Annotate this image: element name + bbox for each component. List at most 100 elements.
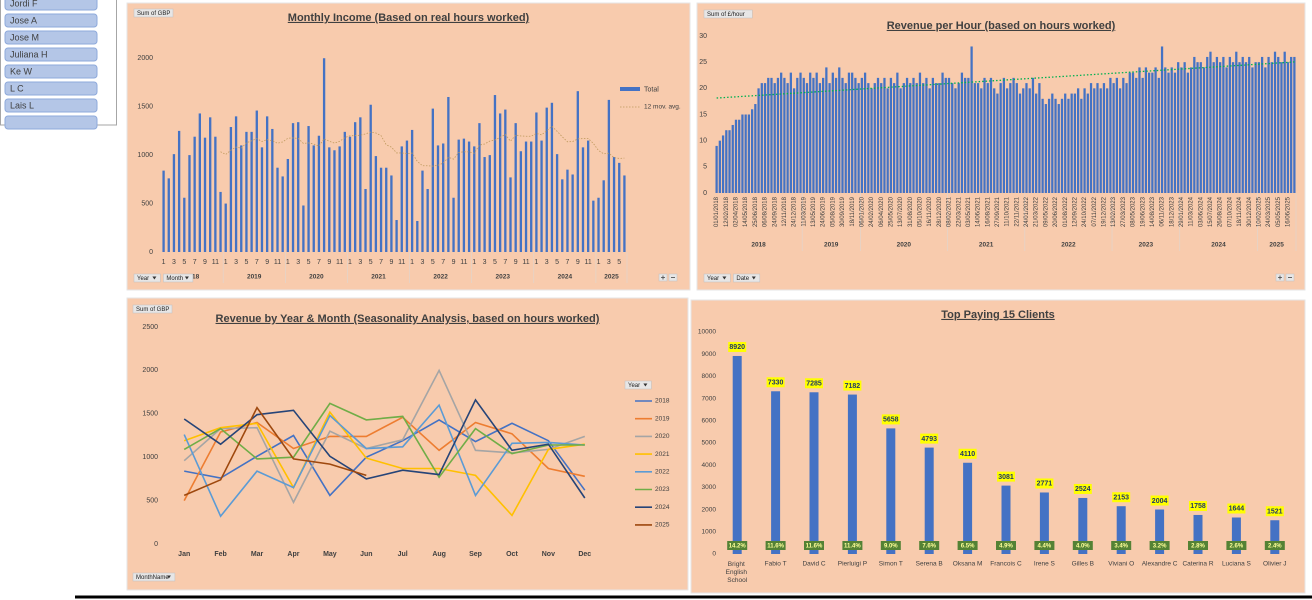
x-tick-label: Nov	[542, 551, 555, 558]
x-tick-label: 22/03/2021	[956, 196, 962, 227]
x-tick-label: 19/12/2022	[1102, 196, 1108, 227]
y-tick-label: 3000	[702, 484, 717, 491]
plus-icon[interactable]	[661, 275, 665, 280]
y-tick-label: 20	[699, 85, 707, 92]
slicer-item-label[interactable]: Jose A	[10, 15, 37, 25]
x-tick-label: 02/04/2018	[734, 196, 740, 227]
field-button[interactable]	[133, 8, 174, 18]
bar	[348, 136, 352, 252]
x-tick-label: 1	[224, 259, 228, 266]
field-button[interactable]	[133, 273, 161, 283]
bar	[271, 128, 274, 252]
field-button[interactable]	[132, 304, 173, 314]
bar	[1035, 93, 1038, 193]
x-tick-label: 7	[379, 259, 383, 266]
x-tick-label: 09/05/2022	[1043, 196, 1049, 227]
field-button-label[interactable]: Date	[736, 276, 749, 282]
x-tick-label: 22/11/2021	[1014, 196, 1020, 226]
dropdown-arrow[interactable]	[166, 575, 171, 579]
field-button[interactable]	[132, 572, 176, 582]
field-button[interactable]	[163, 273, 194, 283]
x-tick-label: 7	[317, 259, 321, 266]
bar	[390, 175, 393, 252]
field-button[interactable]	[703, 273, 731, 283]
slicer-item[interactable]	[4, 30, 98, 45]
bar	[188, 155, 191, 252]
bar	[504, 109, 507, 252]
field-button-label[interactable]: Year	[628, 383, 640, 389]
group-label: 2024	[558, 274, 573, 281]
x-tick-label: 5	[555, 259, 559, 266]
share-label-box	[727, 541, 748, 550]
bar	[333, 150, 336, 252]
bar	[1128, 72, 1131, 193]
dropdown-arrow[interactable]	[152, 276, 157, 280]
data-label: 2524	[1075, 486, 1091, 493]
legend-label: 2024	[655, 504, 670, 511]
data-label: 3081	[998, 474, 1014, 481]
slicer-item[interactable]	[4, 13, 98, 28]
slicer-item[interactable]	[4, 64, 98, 79]
field-button-label[interactable]: Sum of £/hour	[707, 12, 745, 18]
field-button-label[interactable]: Sum of GBP	[137, 11, 170, 17]
field-button-label[interactable]: Year	[137, 276, 149, 282]
x-tick-label: 13/02/2023	[1111, 196, 1117, 227]
field-button-label[interactable]: Year	[707, 276, 719, 282]
slicer-item[interactable]	[4, 115, 98, 130]
bar	[385, 167, 388, 252]
bar	[844, 83, 847, 193]
x-tick-label: 3	[358, 259, 362, 266]
slicer-item[interactable]	[4, 0, 98, 11]
field-button[interactable]	[624, 380, 652, 390]
slicer-item-label[interactable]: L C	[10, 83, 24, 93]
x-tick-label: Jan	[178, 551, 190, 558]
slicer-item-label[interactable]: Jordi F	[10, 0, 38, 8]
x-tick-label: 05/10/2020	[918, 196, 924, 227]
bar	[857, 83, 860, 193]
bar	[1231, 517, 1241, 554]
slicer-item[interactable]	[4, 47, 98, 62]
slicer-item[interactable]	[4, 81, 98, 96]
slicer-item-label[interactable]: Ke W	[10, 66, 33, 76]
field-button[interactable]	[703, 9, 753, 19]
field-button[interactable]	[733, 273, 761, 283]
y-tick-label: 7000	[702, 395, 717, 402]
bar	[219, 191, 222, 252]
bar	[876, 77, 880, 193]
slicer-item-label[interactable]: Juliana H	[10, 49, 48, 59]
dropdown-arrow[interactable]	[751, 276, 756, 280]
field-button-label[interactable]: Sum of GBP	[136, 307, 169, 313]
slicer-item-label[interactable]: Jose M	[10, 32, 39, 42]
dropdown-arrow[interactable]	[184, 276, 189, 280]
data-label-box	[805, 378, 823, 389]
bar	[587, 140, 590, 252]
bar	[783, 77, 786, 193]
bar	[747, 114, 751, 193]
y-tick-label: 2500	[142, 324, 158, 331]
legend-label: 2018	[655, 398, 670, 405]
legend-label: 2025	[655, 522, 670, 529]
bar	[970, 46, 973, 193]
x-tick-label: 28/12/2020	[937, 196, 943, 227]
x-tick-label: 30/09/2019	[840, 196, 846, 227]
bar	[1189, 67, 1193, 193]
data-label: 1758	[1190, 503, 1206, 510]
bar	[524, 141, 528, 252]
share-label: 14.2%	[729, 543, 747, 549]
slicer-item-label[interactable]: Lais L	[10, 100, 34, 110]
x-tick-label: 3	[483, 259, 487, 266]
field-button-label[interactable]: Month	[166, 276, 183, 282]
bar	[1015, 83, 1018, 193]
bar	[265, 116, 269, 252]
dropdown-arrow[interactable]	[722, 276, 727, 280]
y-tick-label: 1000	[142, 454, 158, 461]
x-tick-label: 24/03/2025	[1266, 196, 1272, 227]
bar	[1148, 72, 1151, 193]
field-button-label[interactable]: MonthName	[136, 575, 169, 581]
bar	[760, 83, 763, 193]
dropdown-arrow[interactable]	[643, 383, 648, 387]
slicer-item[interactable]	[4, 98, 98, 113]
bar	[1076, 88, 1080, 193]
bar	[1290, 56, 1293, 193]
plus-icon[interactable]	[1278, 275, 1282, 280]
